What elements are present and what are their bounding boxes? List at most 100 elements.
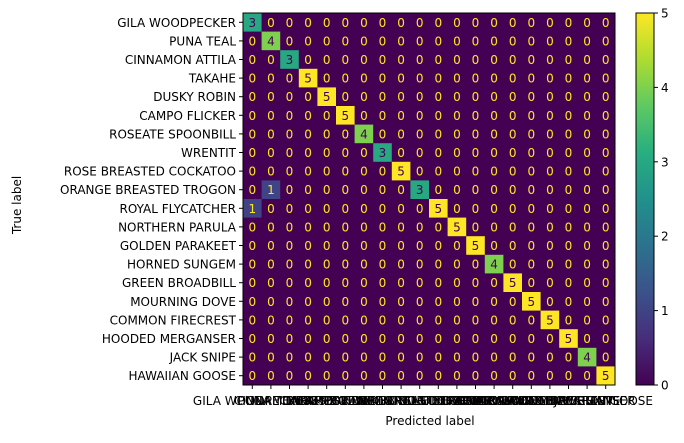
cell-value-label: 0 <box>583 220 591 234</box>
cell-value-label: 0 <box>286 258 294 272</box>
cell-value-label: 0 <box>248 165 256 179</box>
heatmap-cell <box>429 310 448 330</box>
cell-value-label: 0 <box>267 369 275 383</box>
cell-value-label: 0 <box>453 16 461 30</box>
heatmap-cell <box>429 31 448 51</box>
heatmap-cell <box>298 310 318 330</box>
cell-value-label: 0 <box>416 90 424 104</box>
heatmap-cell <box>317 106 337 125</box>
heatmap-cell <box>596 106 616 125</box>
heatmap-cell <box>298 236 318 256</box>
cell-value-label: 0 <box>509 109 517 123</box>
cell-value-label: 0 <box>602 72 610 86</box>
cell-value-label: 0 <box>509 202 517 216</box>
cell-value-label: 0 <box>304 109 312 123</box>
cell-value-label: 0 <box>323 202 331 216</box>
cell-value-label: 0 <box>434 72 442 86</box>
cell-value-label: 0 <box>546 165 554 179</box>
cell-value-label: 0 <box>397 53 405 67</box>
cell-value-label: 5 <box>341 109 349 123</box>
cell-value-label: 0 <box>360 276 368 290</box>
cell-value-label: 0 <box>434 183 442 197</box>
y-tick-label: ORANGE BREASTED TROGON <box>60 183 236 197</box>
heatmap-cell <box>596 124 616 144</box>
heatmap-cell <box>336 347 355 367</box>
y-tick-label: COMMON FIRECREST <box>110 313 237 327</box>
cell-value-label: 0 <box>434 53 442 67</box>
heatmap-cell <box>429 124 448 144</box>
heatmap-cell <box>447 254 467 274</box>
heatmap-cell <box>577 143 597 163</box>
heatmap-cell <box>484 87 504 107</box>
cell-value-label: 0 <box>323 239 331 253</box>
heatmap-cell <box>522 13 541 32</box>
heatmap-cell <box>577 13 597 32</box>
y-tick-label: TAKAHE <box>188 72 236 86</box>
cell-value-label: 0 <box>304 351 312 365</box>
cell-value-label: 0 <box>248 220 256 234</box>
cell-value-label: 0 <box>248 258 256 272</box>
cell-value-label: 0 <box>397 276 405 290</box>
cell-value-label: 5 <box>527 295 535 309</box>
cell-value-label: 0 <box>583 72 591 86</box>
cell-value-label: 0 <box>434 90 442 104</box>
cell-value-label: 0 <box>472 332 480 346</box>
cell-value-label: 0 <box>490 239 498 253</box>
heatmap-cell <box>466 13 486 32</box>
cell-value-label: 0 <box>509 16 517 30</box>
heatmap-cell <box>559 199 579 218</box>
heatmap-cell <box>540 310 560 330</box>
cell-value-label: 0 <box>565 165 573 179</box>
heatmap-cell <box>280 366 300 386</box>
y-tick-label: HAWAIIAN GOOSE <box>129 369 236 383</box>
heatmap-cell <box>354 273 374 293</box>
cell-value-label: 0 <box>379 295 387 309</box>
heatmap-cell <box>466 217 486 237</box>
heatmap-cell <box>596 68 616 88</box>
cell-value-label: 0 <box>565 53 573 67</box>
cell-value-label: 0 <box>416 276 424 290</box>
heatmap-cell <box>540 31 560 51</box>
heatmap-cell <box>373 124 393 144</box>
cell-value-label: 0 <box>416 16 424 30</box>
cell-value-label: 0 <box>565 90 573 104</box>
heatmap-cell <box>410 310 430 330</box>
heatmap-cell <box>596 292 616 311</box>
cell-value-label: 0 <box>267 72 275 86</box>
heatmap-cell <box>484 273 504 293</box>
cell-value-label: 0 <box>267 351 275 365</box>
y-tick-label: HOODED MERGANSER <box>102 332 236 346</box>
cell-value-label: 0 <box>379 313 387 327</box>
heatmap-cell <box>280 236 300 256</box>
heatmap-cell <box>410 254 430 274</box>
heatmap-cell <box>559 329 579 349</box>
heatmap-cell <box>522 347 541 367</box>
heatmap-cell <box>410 236 430 256</box>
cell-value-label: 0 <box>453 239 461 253</box>
heatmap-cell <box>336 161 355 181</box>
cell-value-label: 0 <box>304 239 312 253</box>
colorbar-tick-label: 1 <box>661 304 669 318</box>
heatmap-cell <box>280 50 300 70</box>
heatmap-cell <box>410 143 430 163</box>
heatmap-cell <box>298 13 318 32</box>
heatmap-cell <box>298 180 318 200</box>
heatmap-cell <box>243 254 262 274</box>
heatmap-cell <box>261 254 281 274</box>
heatmap-cell <box>410 366 430 386</box>
heatmap-cell <box>280 217 300 237</box>
heatmap-cell <box>298 161 318 181</box>
colorbar-ticks: 0 1 2 3 4 5 <box>654 7 669 393</box>
cell-value-label: 0 <box>565 16 573 30</box>
heatmap-cell <box>540 13 560 32</box>
x-tick-label: HORNED SUNGEM <box>440 394 549 408</box>
cell-value-label: 0 <box>602 90 610 104</box>
cell-value-label: 0 <box>453 90 461 104</box>
cell-value-label: 5 <box>509 276 517 290</box>
heatmap-cell <box>559 143 579 163</box>
x-tick-label: GOLDEN PARAKEET <box>417 394 534 408</box>
heatmap-cell <box>317 254 337 274</box>
heatmap-cell <box>503 347 523 367</box>
colorbar-tick-label: 2 <box>661 230 669 244</box>
heatmap-cell <box>540 292 560 311</box>
